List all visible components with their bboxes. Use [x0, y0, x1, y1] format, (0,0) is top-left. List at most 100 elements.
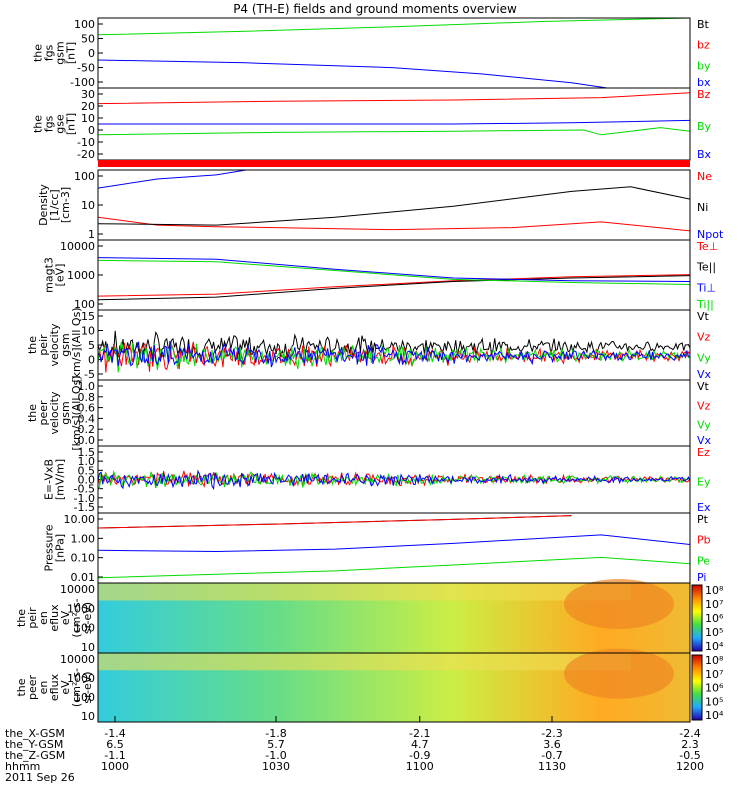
- legend-fgs_gse-0: Bz: [697, 88, 711, 101]
- ylabel-peir_spec-4: eV: [59, 610, 72, 625]
- colorbar-peer_spec: [691, 654, 703, 721]
- legend-fgs_gsm-0: Bt: [697, 18, 710, 31]
- series-peir_velocity-Vx: [97, 340, 691, 368]
- ylabel-pressure-1: [nPa]: [54, 534, 67, 562]
- yticklabel-fgs_gsm-1: 50: [81, 33, 95, 46]
- ylabel-fgs_gsm-1: fgs: [43, 44, 56, 61]
- legend-peer_velocity-2: Vy: [697, 419, 711, 432]
- heatmap-band-peer_spec: [98, 653, 631, 671]
- yticklabel-peer_velocity-3: 0.4: [78, 412, 96, 425]
- xaxis-value-0-2: -2.1: [409, 727, 430, 740]
- legend-peer_velocity-1: Vz: [697, 399, 711, 412]
- ylabel-peer_velocity-4: [km/s](All Qs): [70, 375, 83, 450]
- ylabel-peir_velocity-4: [km/s](All Qs): [70, 307, 83, 382]
- yticklabel-fgs_gsm-3: -50: [77, 62, 95, 75]
- xaxis-value-1-1: 5.7: [267, 738, 285, 751]
- legend-fgs_gsm-3: bx: [697, 76, 711, 89]
- yticklabel-pressure-1: 1.00: [71, 532, 96, 545]
- ylabel-peir_velocity-1: peir: [37, 334, 50, 356]
- xaxis-label-2: the_Z-GSM: [5, 749, 65, 762]
- xaxis-label-1: the_Y-GSM: [5, 738, 63, 751]
- date-label: 2011 Sep 26: [5, 771, 75, 784]
- series-pressure-Pe: [97, 556, 691, 579]
- ylabel-fgs_gsm-3: [nT]: [65, 42, 78, 64]
- ylabel-fgs_gse-3: [nT]: [65, 113, 78, 135]
- yticklabel-peer_spec-1: 1000: [67, 672, 95, 685]
- yticklabel-temperature-0: 10000: [60, 240, 95, 253]
- ylabel-peir_spec-0: the: [15, 609, 28, 627]
- series-peir_velocity-Vz: [97, 341, 691, 373]
- ylabel-fgs_gse-0: the: [32, 115, 45, 133]
- heatmap-band-peir_spec: [98, 583, 631, 601]
- ylabel-fgs_gsm-2: gsm: [54, 41, 67, 64]
- xaxis-value-3-3: 1130: [538, 760, 566, 773]
- xaxis-value-3-1: 1030: [262, 760, 290, 773]
- ylabel-fgs_gsm-0: the: [32, 44, 45, 62]
- legend-efield-1: Ey: [697, 476, 711, 489]
- ylabel-peer_velocity-0: the: [26, 404, 39, 422]
- colorbar-label-peir_spec-3: 10⁵: [705, 626, 723, 639]
- ylabel-peir_velocity-0: the: [26, 336, 39, 354]
- legend-pressure-1: Pb: [697, 534, 711, 547]
- legend-temperature-1: Te||: [696, 261, 716, 274]
- yticklabel-peir_velocity-2: 5: [88, 339, 95, 352]
- heatmap-hot-peer_spec: [563, 648, 674, 699]
- xaxis-value-3-0: 1000: [101, 760, 129, 773]
- series-temperature-Te||: [97, 275, 691, 301]
- legend-temperature-2: Ti⊥: [696, 281, 716, 294]
- legend-density-0: Ne: [697, 170, 712, 183]
- ylabel-peir_spec-2: en: [37, 611, 50, 625]
- yticklabel-peir_velocity-4: -5: [84, 368, 95, 381]
- series-temperature-Te⊥: [97, 274, 691, 297]
- xaxis-value-2-4: -0.5: [679, 749, 700, 762]
- series-fgs_gse-Bz: [97, 92, 691, 105]
- yticklabel-peir_spec-3: 10: [81, 641, 95, 654]
- ylabel-density-0: Density: [37, 184, 50, 226]
- yticklabel-peer_spec-0: 10000: [60, 653, 95, 666]
- legend-peir_velocity-1: Vz: [697, 331, 711, 344]
- ylabel-density-2: [cm-3]: [59, 187, 72, 223]
- series-fgs_gse-By: [97, 127, 691, 136]
- xaxis-label-3: hhmm: [5, 760, 40, 773]
- yticklabel-peir_velocity-3: 0: [88, 354, 95, 367]
- panel-temperature: magt3[eV] 10000 1000 100 Te⊥ Te|| Ti⊥ Ti||: [43, 239, 718, 311]
- series-fgs_gsm-by: [97, 17, 691, 36]
- legend-fgs_gsm-1: bz: [697, 39, 710, 52]
- ylabel-peer_spec-5: (cm²-s-: [70, 668, 83, 707]
- series-density-Ne: [97, 216, 691, 232]
- yticklabel-efield-2: 0.5: [78, 464, 96, 477]
- ylabel-peer_velocity-1: peer: [37, 400, 50, 426]
- ylabel-peer_spec-6: sr-eV): [81, 671, 94, 703]
- legend-fgs_gse-2: Bx: [697, 148, 712, 161]
- yticklabel-pressure-3: 0.01: [71, 571, 96, 584]
- panel-density: Density[1/cc][cm-3]100 10 1 Ne Ni Npot: [37, 169, 724, 241]
- xaxis-value-2-1: -1.0: [265, 749, 286, 762]
- colorbar-label-peer_spec-0: 10⁸: [705, 654, 724, 667]
- xaxis-value-1-0: 6.5: [106, 738, 124, 751]
- colorbar-label-peir_spec-4: 10⁴: [705, 640, 724, 653]
- ylabel-peir_velocity-2: velocity: [48, 323, 61, 366]
- ylabel-fgs_gse-1: fgs: [43, 115, 56, 132]
- xaxis-value-1-3: 3.6: [543, 738, 561, 751]
- yticklabel-peer_spec-3: 10: [81, 710, 95, 723]
- series-efield-Ex: [97, 469, 691, 491]
- yticklabel-peer_velocity-1: 0.8: [78, 391, 96, 404]
- legend-efield-2: Ex: [697, 501, 711, 514]
- yticklabel-density-1: 10: [81, 199, 95, 212]
- yticklabel-fgs_gse-1: 20: [81, 100, 95, 113]
- colorbar-label-peir_spec-1: 10⁷: [705, 598, 723, 611]
- legend-peer_velocity-3: Vx: [697, 434, 712, 447]
- yticklabel-peer_velocity-5: 0.0: [78, 434, 96, 447]
- yticklabel-fgs_gse-5: -20: [77, 148, 95, 161]
- frame-peer_velocity: [97, 379, 691, 447]
- legend-peir_velocity-2: Vy: [697, 351, 711, 364]
- colorbar-label-peir_spec-0: 10⁸: [705, 584, 724, 597]
- panel-efield: E=-VxB[mV/m] 1.51.00.50.0-0.5-1.0-1.5 Ez Ey…: [43, 445, 711, 514]
- ylabel-density-1: [1/cc]: [48, 189, 61, 220]
- series-pressure-Pb: [97, 515, 572, 529]
- xaxis-value-1-4: 2.3: [681, 738, 699, 751]
- yticklabel-pressure-0: 10.00: [64, 513, 96, 526]
